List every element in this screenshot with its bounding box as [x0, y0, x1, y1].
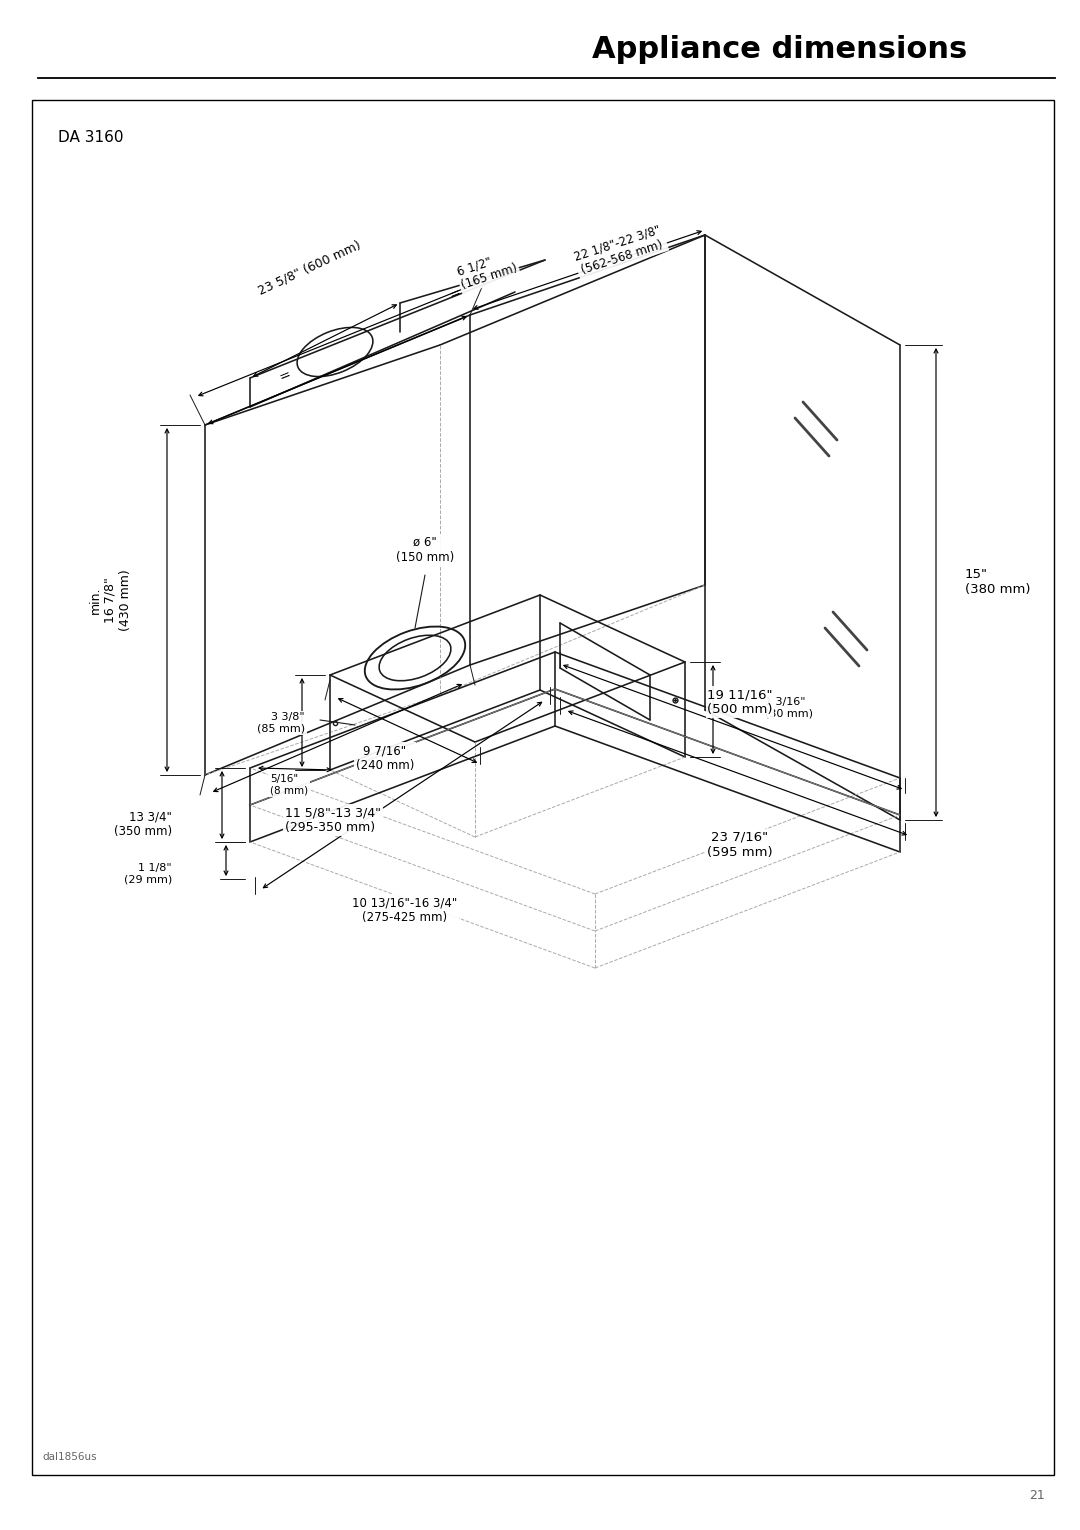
Text: 6 1/2"
(165 mm): 6 1/2" (165 mm): [455, 248, 519, 292]
Text: 15"
(380 mm): 15" (380 mm): [966, 568, 1030, 597]
Text: 10 13/16"-16 3/4"
(275-425 mm): 10 13/16"-16 3/4" (275-425 mm): [352, 897, 458, 924]
Bar: [32, 99, 1054, 1475]
Text: dal1856us: dal1856us: [42, 1452, 96, 1463]
Text: =: =: [447, 286, 463, 303]
Text: 22 1/8"-22 3/8"
(562-568 mm): 22 1/8"-22 3/8" (562-568 mm): [572, 223, 667, 277]
Text: Appliance dimensions: Appliance dimensions: [592, 35, 968, 64]
Text: min.
16 7/8"
(430 mm): min. 16 7/8" (430 mm): [89, 569, 132, 630]
Text: 19 11/16"
(500 mm): 19 11/16" (500 mm): [707, 688, 773, 716]
Text: 1 3/16"
(30 mm): 1 3/16" (30 mm): [765, 698, 813, 719]
Text: 13 3/4"
(350 mm): 13 3/4" (350 mm): [113, 809, 172, 838]
Text: 9 7/16"
(240 mm): 9 7/16" (240 mm): [355, 744, 415, 773]
Text: 23 5/8" (600 mm): 23 5/8" (600 mm): [257, 239, 363, 297]
Text: 11 5/8"-13 3/4"
(295-350 mm): 11 5/8"-13 3/4" (295-350 mm): [285, 806, 381, 834]
Text: DA 3160: DA 3160: [58, 130, 123, 145]
Text: ø 6"
(150 mm): ø 6" (150 mm): [396, 536, 454, 565]
Text: 21: 21: [1029, 1489, 1045, 1502]
Text: 1 1/8"
(29 mm): 1 1/8" (29 mm): [124, 863, 172, 884]
Text: =: =: [276, 369, 293, 386]
Text: 3 3/8"
(85 mm): 3 3/8" (85 mm): [257, 711, 305, 734]
Text: 23 7/16"
(595 mm): 23 7/16" (595 mm): [707, 831, 773, 858]
Text: 5/16"
(8 mm): 5/16" (8 mm): [270, 774, 308, 796]
